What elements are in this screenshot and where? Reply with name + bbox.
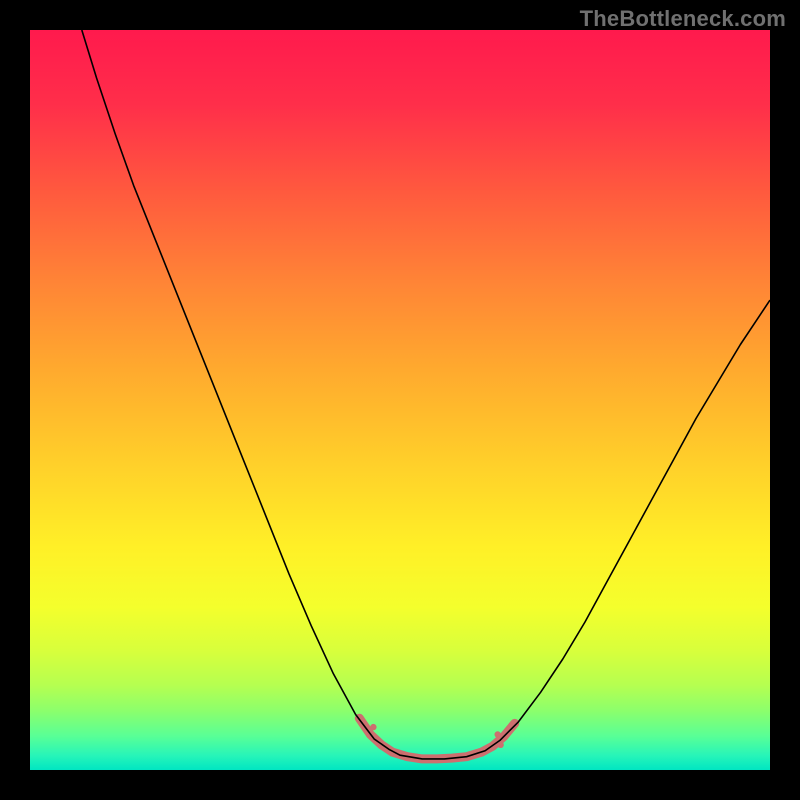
gradient-background	[30, 30, 770, 770]
chart-canvas: TheBottleneck.com	[0, 0, 800, 800]
plot-area	[30, 30, 770, 770]
plot-svg	[30, 30, 770, 770]
watermark-text: TheBottleneck.com	[580, 6, 786, 32]
